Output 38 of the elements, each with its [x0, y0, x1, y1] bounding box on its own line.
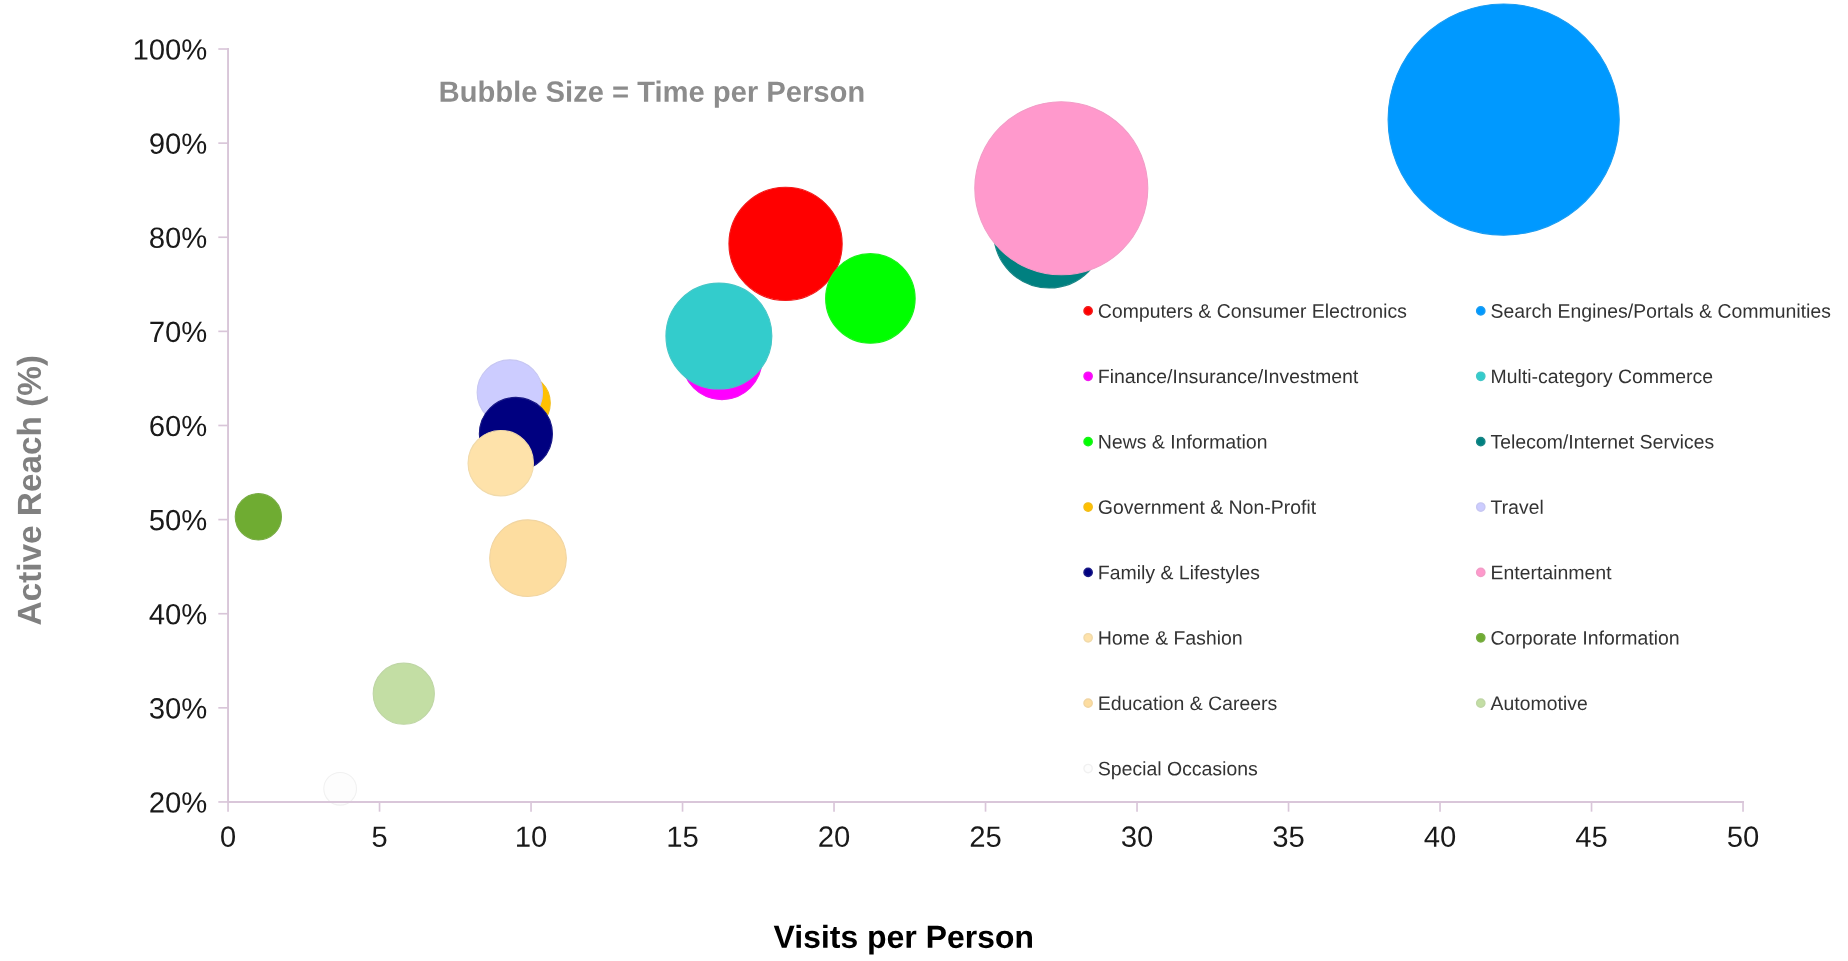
x-tick-label: 35 — [1273, 826, 1304, 847]
y-tick-label: 30% — [149, 698, 207, 719]
y-tick-label: 40% — [149, 603, 207, 625]
legend-label: Corporate Information — [1491, 630, 1679, 649]
x-tick-label: 20 — [819, 826, 850, 847]
x-tick-label: 5 — [372, 826, 387, 847]
legend-label: News & Information — [1099, 434, 1267, 449]
x-tick-label: 50 — [1727, 826, 1759, 847]
legend-label: Special Occasions — [1098, 761, 1258, 780]
legend-label: Entertainment — [1492, 565, 1612, 580]
legend-label: Telecom/Internet Services — [1490, 434, 1714, 449]
x-tick-label: 30 — [1121, 826, 1153, 847]
legend-label: Government & Non-Profit — [1098, 499, 1316, 515]
x-tick-label: 45 — [1575, 826, 1607, 847]
legend-label: Finance/Insurance/Investment — [1099, 368, 1359, 384]
y-tick-label: 100% — [134, 39, 207, 60]
legend-label: Computers & Consumer Electronics — [1098, 303, 1407, 322]
y-tick-label: 90% — [150, 133, 207, 154]
x-tick-label: 10 — [517, 826, 547, 847]
x-axis-title: Visits per Person — [773, 924, 1032, 955]
y-axis-title: Active Reach (%) — [16, 356, 48, 625]
legend-label: Travel — [1490, 499, 1543, 515]
y-tick-label: 50% — [150, 509, 207, 531]
legend-label: Family & Lifestyles — [1099, 565, 1260, 584]
x-tick-label: 40 — [1424, 826, 1456, 847]
annotation: Bubble Size = Time per Person — [440, 80, 864, 108]
legend-label: Education & Careers — [1099, 695, 1277, 711]
x-tick-label: 15 — [668, 826, 698, 847]
y-tick-label: 60% — [150, 415, 207, 437]
y-tick-label: 70% — [150, 321, 207, 343]
y-tick-label: 20% — [150, 792, 207, 813]
x-tick-label: 25 — [970, 826, 1001, 847]
y-tick-label: 80% — [150, 227, 207, 249]
legend-label: Home & Fashion — [1099, 630, 1242, 645]
x-tick-label: 0 — [221, 826, 236, 847]
legend-label: Search Engines/Portals & Communities — [1491, 303, 1831, 322]
legend-label: Automotive — [1490, 695, 1587, 711]
legend-label: Multi-category Commerce — [1492, 368, 1713, 388]
